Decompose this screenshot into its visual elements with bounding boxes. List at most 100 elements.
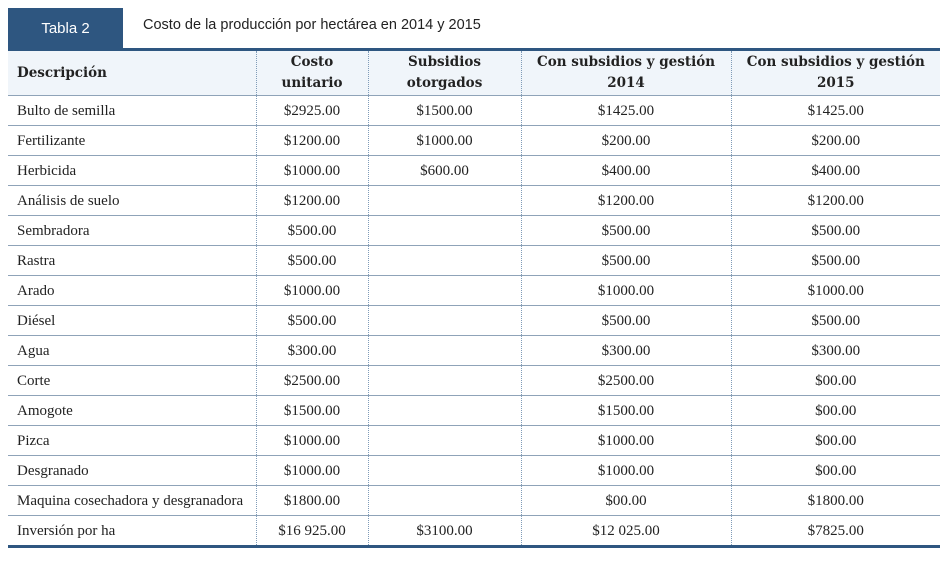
table-cell: $00.00 — [730, 365, 940, 396]
table-row: Análisis de suelo $1200.00 $1200.00 $1200.0… — [8, 185, 940, 216]
table-cell: Corte — [17, 372, 51, 389]
table-row: Rastra $500.00 $500.00 $500.00 — [8, 245, 940, 276]
table-cell — [367, 245, 521, 276]
column-header: Con subsidios y gestión 2014 — [520, 49, 731, 96]
table-cell: Pizca — [17, 432, 50, 449]
table: Descripción Costo unitario Subsidios otorg… — [8, 48, 940, 548]
table-cell: $3100.00 — [367, 515, 521, 547]
table-cell: Amogote — [17, 402, 73, 419]
table-cell: Bulto de semilla — [17, 102, 116, 119]
table-cell: $200.00 — [520, 125, 731, 156]
table-cell: $300.00 — [255, 335, 368, 366]
table-cell: $00.00 — [730, 455, 940, 486]
column-header: Subsidios otorgados — [367, 49, 521, 96]
table-row: Amogote $1500.00 $1500.00 $00.00 — [8, 395, 940, 426]
table-cell: $1000.00 — [255, 155, 368, 186]
table-label: Tabla 2 — [8, 8, 123, 48]
table-cell: $600.00 — [367, 155, 521, 186]
table-cell: Inversión por ha — [17, 522, 116, 539]
table-cell — [367, 305, 521, 336]
table-row: Sembradora $500.00 $500.00 $500.00 — [8, 215, 940, 246]
table-cell: $1000.00 — [730, 275, 940, 306]
table-cell: $1800.00 — [730, 485, 940, 516]
table-cell: $1000.00 — [520, 425, 731, 456]
table-cell: $500.00 — [255, 245, 368, 276]
table-cell: $200.00 — [730, 125, 940, 156]
table-cell: Desgranado — [17, 462, 89, 479]
table-cell: $500.00 — [730, 305, 940, 336]
table-row: Pizca $1000.00 $1000.00 $00.00 — [8, 425, 940, 456]
column-header: Costo unitario — [255, 49, 368, 96]
table-row: Inversión por ha $16 925.00 $3100.00 $12 02… — [8, 515, 940, 547]
table-cell: $1500.00 — [367, 95, 521, 126]
table-cell: $1200.00 — [255, 185, 368, 216]
table-row: Fertilizante $1200.00 $1000.00 $200.00 $200.… — [8, 125, 940, 156]
table-cell: $1000.00 — [255, 455, 368, 486]
table-cell: $300.00 — [520, 335, 731, 366]
table-cell: $500.00 — [255, 305, 368, 336]
table-cell — [367, 275, 521, 306]
table-cell — [367, 455, 521, 486]
table-cell — [367, 395, 521, 426]
table-cell: Fertilizante — [17, 132, 86, 149]
table-cell: $1800.00 — [255, 485, 368, 516]
table-cell: $00.00 — [730, 395, 940, 426]
table-cell — [367, 335, 521, 366]
table-row: Desgranado $1000.00 $1000.00 $00.00 — [8, 455, 940, 486]
table-row: Maquina cosechadora y desgranadora $1800.… — [8, 485, 940, 516]
table-cell: Diésel — [17, 312, 56, 329]
table-cell: $1200.00 — [520, 185, 731, 216]
table-cell: $1500.00 — [255, 395, 368, 426]
table-cell — [367, 215, 521, 246]
table-cell: $00.00 — [730, 425, 940, 456]
table-cell: $1000.00 — [255, 425, 368, 456]
table-cell: $1425.00 — [730, 95, 940, 126]
table-cell: Herbicida — [17, 162, 77, 179]
table-cell: $500.00 — [520, 215, 731, 246]
table-cell: $16 925.00 — [255, 515, 368, 547]
table-cell: $500.00 — [255, 215, 368, 246]
table-cell — [367, 185, 521, 216]
table-cell: $1000.00 — [255, 275, 368, 306]
table-row: Arado $1000.00 $1000.00 $1000.00 — [8, 275, 940, 306]
table-cell: $2500.00 — [520, 365, 731, 396]
table-row: Agua $300.00 $300.00 $300.00 — [8, 335, 940, 366]
table-cell: $1000.00 — [520, 455, 731, 486]
table-cell — [367, 365, 521, 396]
table-cell: Rastra — [17, 252, 56, 269]
table-cell: Sembradora — [17, 222, 90, 239]
table-cell: $1000.00 — [367, 125, 521, 156]
table-cell: $500.00 — [730, 245, 940, 276]
table-cell: $400.00 — [520, 155, 731, 186]
table-cell — [367, 485, 521, 516]
table-cell: Arado — [17, 282, 55, 299]
table-cell: $500.00 — [520, 245, 731, 276]
table-cell: $400.00 — [730, 155, 940, 186]
table-cell: $1425.00 — [520, 95, 731, 126]
table-cell — [367, 425, 521, 456]
table-cell: $1200.00 — [255, 125, 368, 156]
table-row: Herbicida $1000.00 $600.00 $400.00 $400.00 — [8, 155, 940, 186]
table-cell: $300.00 — [730, 335, 940, 366]
table-cell: $12 025.00 — [520, 515, 731, 547]
column-header: Descripción — [8, 49, 256, 96]
table-cell: $1200.00 — [730, 185, 940, 216]
table-row: Corte $2500.00 $2500.00 $00.00 — [8, 365, 940, 396]
column-header: Con subsidios y gestión 2015 — [730, 49, 940, 96]
table-cell: $00.00 — [520, 485, 731, 516]
table-cell: $2500.00 — [255, 365, 368, 396]
table-cell: $1000.00 — [520, 275, 731, 306]
table-title: Costo de la producción por hectárea en 2… — [143, 17, 481, 33]
table-cell: $500.00 — [730, 215, 940, 246]
table-cell: Maquina cosechadora y desgranadora — [17, 492, 244, 509]
table-row: Diésel $500.00 $500.00 $500.00 — [8, 305, 940, 336]
table-row: Bulto de semilla $2925.00 $1500.00 $1425.00… — [8, 95, 940, 126]
table-body: Bulto de semilla $2925.00 $1500.00 $1425.00… — [8, 95, 940, 547]
table-cell: $500.00 — [520, 305, 731, 336]
table-cell: $7825.00 — [730, 515, 940, 547]
header-row: Descripción Costo unitario Subsidios otorg… — [8, 49, 940, 96]
table-cell: $1500.00 — [520, 395, 731, 426]
table-cell: $2925.00 — [255, 95, 368, 126]
table-cell: Análisis de suelo — [17, 192, 120, 209]
